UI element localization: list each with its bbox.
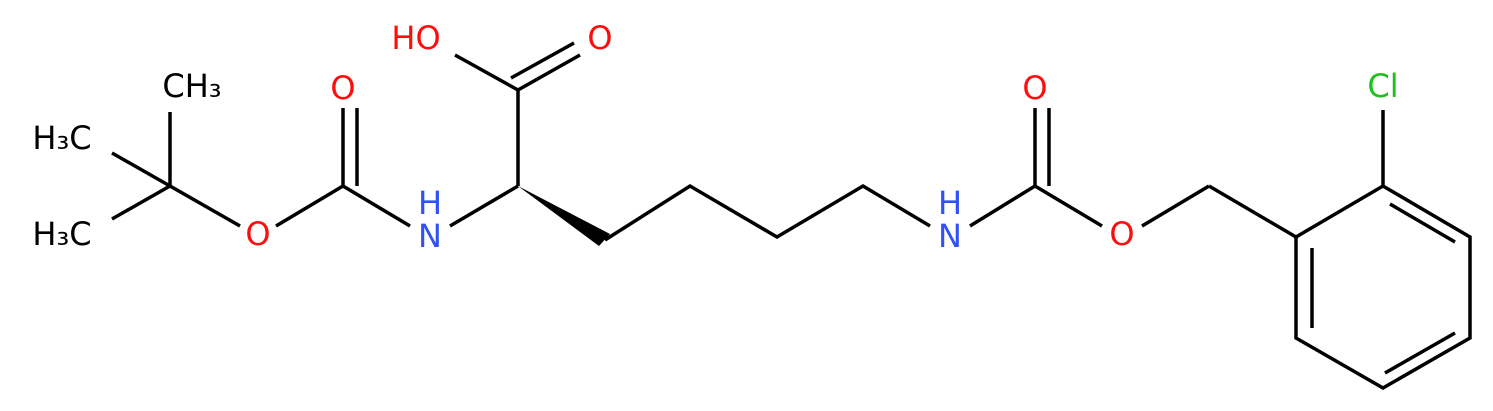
atom-label: O — [245, 215, 270, 253]
atom-label: Cl — [1367, 67, 1398, 105]
atom-label: H₃C — [32, 215, 91, 253]
atom-label: CH₃ — [162, 67, 221, 105]
atom-label: H₃C — [32, 119, 91, 157]
atom-label: HO — [391, 19, 440, 57]
bonds — [111, 41, 1472, 391]
atom-label: O — [587, 19, 612, 57]
atom-label: H — [938, 184, 962, 222]
atom-label: O — [1109, 215, 1134, 253]
atom-label: O — [1022, 69, 1047, 107]
atom-label: N — [418, 217, 442, 255]
atom-label: O — [330, 69, 355, 107]
atom-label: N — [938, 217, 962, 255]
atom-labels: CH₃ H₃C H₃C O O N H HO O N H O O Cl — [32, 19, 1398, 255]
atom-label: H — [418, 184, 442, 222]
